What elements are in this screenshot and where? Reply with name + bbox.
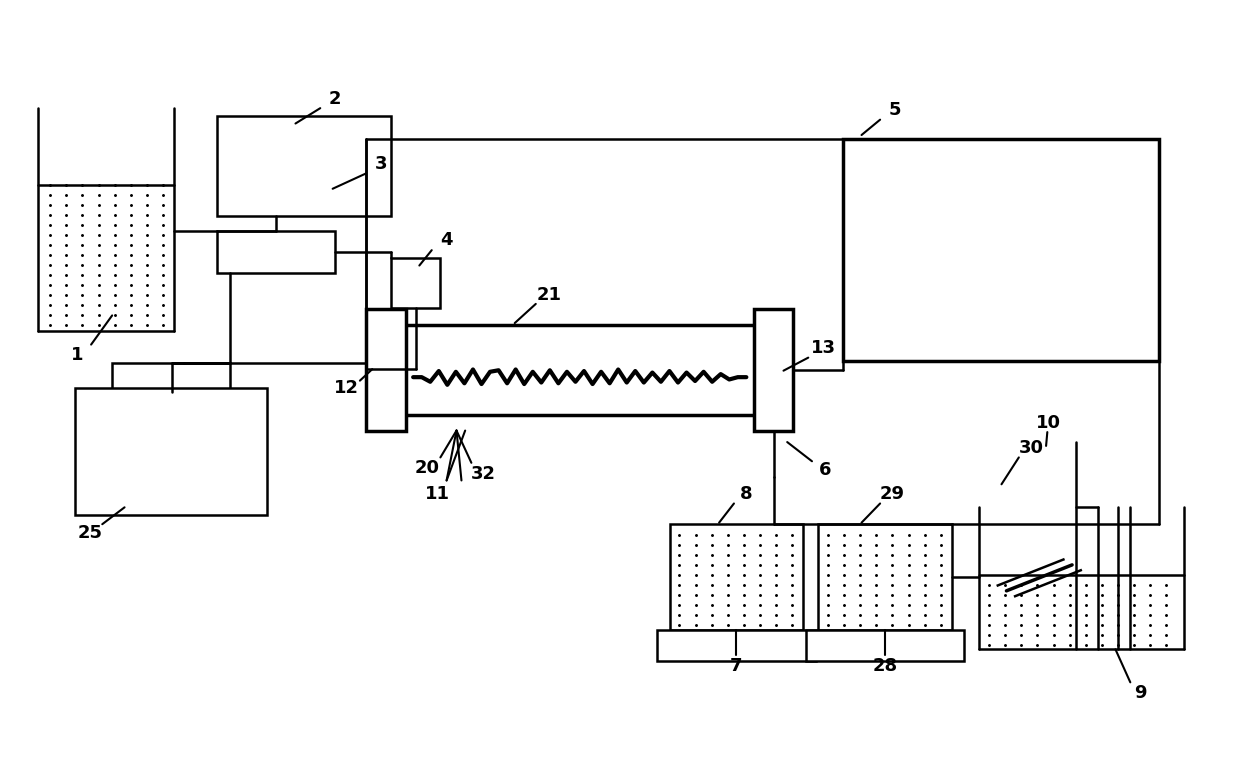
Bar bbox=[391, 258, 440, 308]
Text: 21: 21 bbox=[537, 286, 562, 304]
Text: 12: 12 bbox=[334, 378, 358, 397]
Bar bbox=[217, 116, 391, 215]
Bar bbox=[806, 630, 965, 661]
Bar bbox=[657, 630, 816, 661]
Text: 8: 8 bbox=[740, 485, 753, 503]
Text: 25: 25 bbox=[77, 524, 103, 542]
Bar bbox=[74, 388, 267, 515]
Text: 28: 28 bbox=[873, 657, 898, 675]
Text: 9: 9 bbox=[1133, 684, 1147, 702]
Text: 32: 32 bbox=[471, 465, 496, 483]
Text: 5: 5 bbox=[889, 102, 901, 119]
Text: 6: 6 bbox=[820, 461, 832, 480]
Text: 11: 11 bbox=[425, 484, 450, 502]
Text: 10: 10 bbox=[1037, 414, 1061, 432]
Bar bbox=[366, 309, 405, 431]
Bar bbox=[217, 231, 335, 273]
Text: 2: 2 bbox=[329, 90, 341, 108]
Bar bbox=[818, 524, 952, 630]
Bar bbox=[403, 325, 756, 415]
Bar bbox=[843, 139, 1159, 361]
Bar bbox=[754, 309, 794, 431]
Text: 4: 4 bbox=[440, 231, 453, 249]
Text: 3: 3 bbox=[374, 155, 387, 173]
Text: 30: 30 bbox=[1019, 439, 1044, 458]
Text: 7: 7 bbox=[730, 657, 743, 675]
Bar bbox=[670, 524, 804, 630]
Text: 13: 13 bbox=[811, 339, 836, 358]
Text: 1: 1 bbox=[71, 346, 84, 365]
Text: 29: 29 bbox=[880, 485, 905, 503]
Text: 20: 20 bbox=[414, 459, 439, 478]
Bar bbox=[112, 363, 229, 392]
